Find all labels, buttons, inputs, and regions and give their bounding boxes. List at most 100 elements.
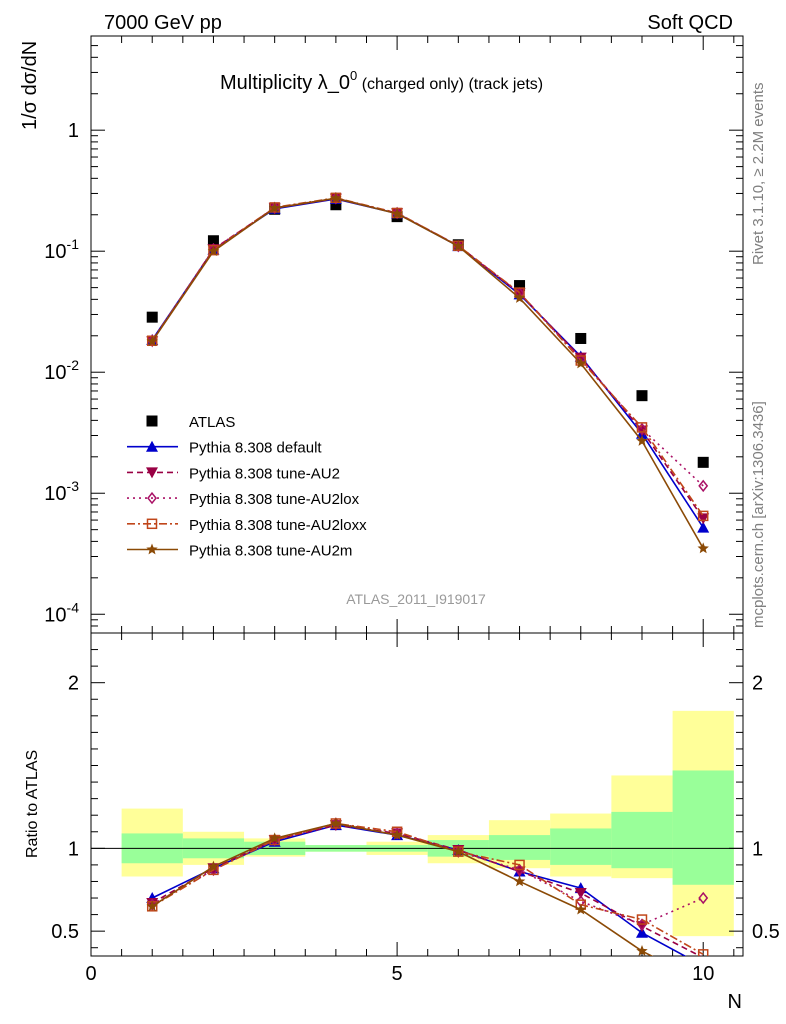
y-tick-label: 10-1 bbox=[44, 236, 79, 263]
ratio-plot-frame bbox=[90, 632, 744, 957]
main-data-point bbox=[330, 192, 342, 204]
ratio-data-point bbox=[574, 888, 587, 900]
ratio-y-tick-label-left: 0.5 bbox=[51, 921, 79, 943]
inner-uncertainty-band bbox=[672, 770, 734, 885]
legend-label: Pythia 8.308 default bbox=[189, 440, 322, 457]
ratio-series-line bbox=[151, 822, 704, 956]
main-data-point bbox=[575, 357, 587, 369]
ratio-data-point bbox=[635, 926, 648, 938]
legend: ATLAS Pythia 8.308 default Pythia 8.308 tu… bbox=[127, 414, 367, 560]
y-tick-label: 10-3 bbox=[44, 478, 79, 505]
ratio-axes: 0.5 0.5 1 1 2 2 0 5 10 bbox=[51, 632, 780, 985]
legend-marker bbox=[146, 440, 158, 452]
ratio-data-point bbox=[514, 859, 525, 871]
main-data-point bbox=[698, 479, 709, 493]
ratio-data-point bbox=[575, 903, 587, 915]
ratio-data-point bbox=[513, 875, 526, 887]
ratio-series bbox=[146, 817, 709, 956]
inner-uncertainty-band bbox=[550, 828, 612, 865]
x-tick-label: 5 bbox=[392, 963, 403, 985]
inner-uncertainty-band bbox=[611, 811, 673, 869]
y-tick-label: 1 bbox=[68, 120, 79, 142]
ratio-y-tick-label-left: 2 bbox=[68, 673, 79, 695]
inner-uncertainty-band bbox=[488, 835, 551, 860]
main-series-line bbox=[151, 197, 704, 549]
ratio-data-point bbox=[698, 891, 709, 905]
ratio-series-4 bbox=[146, 817, 654, 956]
y-tick-exponent: -3 bbox=[67, 478, 80, 494]
main-data-point bbox=[636, 422, 648, 433]
main-data-point bbox=[514, 280, 526, 292]
main-data-point bbox=[575, 332, 587, 344]
legend-marker bbox=[146, 543, 158, 555]
legend-label: Pythia 8.308 tune-AU2m bbox=[189, 543, 352, 560]
ratio-ylabel: Ratio to ATLAS bbox=[24, 750, 41, 858]
y-tick-base: 10 bbox=[44, 483, 66, 505]
main-data-point bbox=[452, 240, 464, 251]
x-tick-label: 10 bbox=[692, 963, 714, 985]
main-data-point bbox=[330, 199, 342, 211]
main-data-point bbox=[207, 235, 219, 247]
main-data-point bbox=[391, 207, 403, 219]
legend-marker bbox=[146, 415, 158, 427]
main-data-point bbox=[697, 521, 710, 533]
ratio-data-point bbox=[514, 863, 525, 877]
ratio-data-point bbox=[207, 860, 220, 872]
y-tick-base: 10 bbox=[44, 604, 66, 626]
main-data-point bbox=[207, 245, 220, 256]
main-data-point bbox=[269, 202, 281, 213]
title-main: Multiplicity λ_0 bbox=[220, 72, 350, 94]
ratio-data-point bbox=[636, 945, 648, 956]
legend-marker bbox=[146, 467, 158, 479]
y-tick-label: 10-2 bbox=[44, 357, 79, 384]
ratio-y-tick-label-right: 0.5 bbox=[752, 921, 780, 943]
rivet-note: Rivet 3.1.10, ≥ 2.2M events bbox=[750, 83, 767, 266]
main-data-point bbox=[697, 510, 709, 522]
main-data-point bbox=[513, 292, 526, 303]
main-data-point bbox=[697, 456, 709, 468]
main-plot-title: Multiplicity λ_00 (charged only) (track … bbox=[220, 68, 543, 94]
main-series-5 bbox=[146, 192, 709, 554]
main-data-point bbox=[697, 513, 710, 525]
ratio-data-point bbox=[146, 900, 158, 912]
main-data-point bbox=[146, 335, 158, 347]
ratio-data-point bbox=[147, 898, 158, 911]
energy-label: 7000 GeV pp bbox=[104, 12, 222, 34]
ratio-data-point bbox=[269, 832, 281, 844]
main-data-point bbox=[636, 390, 648, 402]
legend-marker bbox=[146, 518, 158, 530]
ratio-y-tick-label-right: 1 bbox=[752, 838, 763, 860]
legend-label: Pythia 8.308 tune-AU2loxx bbox=[189, 517, 367, 534]
y-tick-exponent: -2 bbox=[67, 357, 80, 373]
x-axis-label: N bbox=[728, 991, 742, 1013]
ratio-data-point bbox=[330, 817, 342, 829]
main-data-point bbox=[697, 542, 709, 554]
main-data-point bbox=[637, 422, 647, 436]
ratio-data-point bbox=[637, 918, 647, 931]
ratio-data-point bbox=[636, 914, 648, 925]
legend-label: Pythia 8.308 tune-AU2 bbox=[189, 465, 340, 482]
ratio-data-point bbox=[697, 949, 709, 956]
ratio-y-tick-label-right: 2 bbox=[752, 673, 763, 695]
ratio-data-point bbox=[391, 829, 403, 840]
main-data-point bbox=[146, 311, 158, 323]
y-tick-base: 10 bbox=[44, 241, 66, 263]
ratio-series-line bbox=[151, 822, 654, 956]
x-tick-label: 0 bbox=[85, 963, 96, 985]
ratio-y-tick-label-left: 1 bbox=[68, 838, 79, 860]
main-data-point bbox=[636, 435, 648, 446]
y-tick-label: 10-4 bbox=[44, 599, 79, 626]
y-tick-base: 10 bbox=[44, 362, 66, 384]
category-label: Soft QCD bbox=[647, 12, 733, 34]
legend-label: ATLAS bbox=[189, 414, 235, 431]
title-superscript: 0 bbox=[350, 68, 357, 83]
legend-marker bbox=[147, 491, 157, 505]
y-tick-exponent: -1 bbox=[67, 236, 80, 252]
source-note: mcplots.cern.ch [arXiv:1306.3436] bbox=[750, 401, 767, 628]
main-series bbox=[146, 192, 710, 554]
y-tick-base: 1 bbox=[68, 120, 79, 142]
main-ylabel: 1/σ dσ/dN bbox=[19, 41, 41, 130]
legend-label: Pythia 8.308 tune-AU2lox bbox=[189, 491, 360, 508]
ratio-bands bbox=[121, 710, 734, 937]
